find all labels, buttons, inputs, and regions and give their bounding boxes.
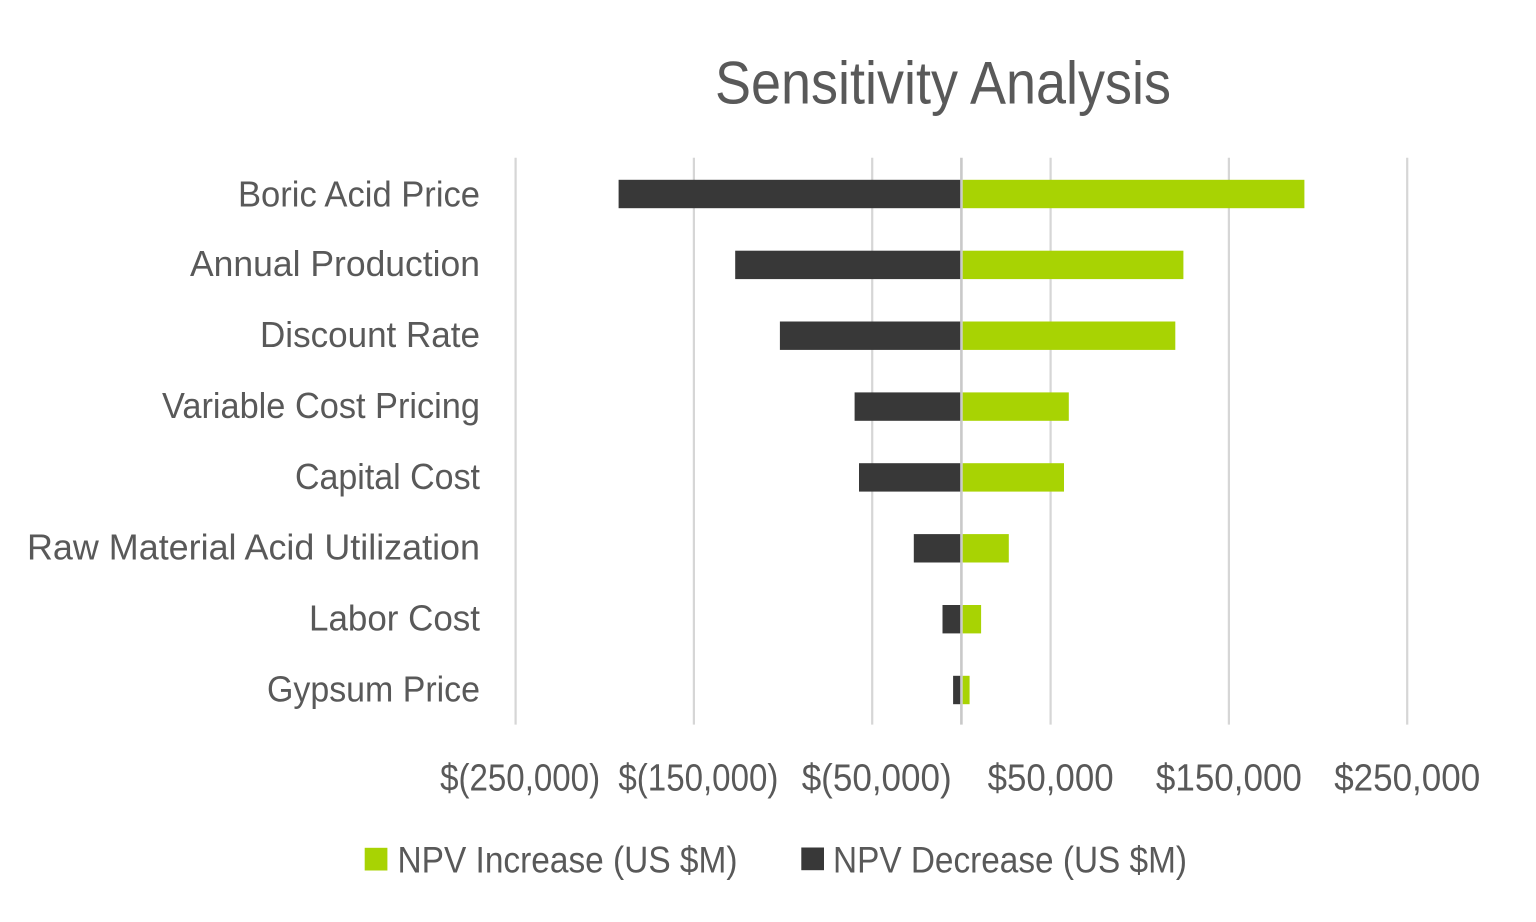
svg-text:Discount Rate: Discount Rate [260, 314, 480, 355]
svg-text:Sensitivity Analysis: Sensitivity Analysis [715, 50, 1171, 117]
svg-text:Gypsum Price: Gypsum Price [267, 668, 480, 709]
svg-text:NPV Decrease (US $M): NPV Decrease (US $M) [833, 840, 1187, 881]
svg-text:$250,000: $250,000 [1334, 758, 1480, 800]
svg-text:$(50,000): $(50,000) [802, 758, 952, 800]
svg-text:NPV Increase (US $M): NPV Increase (US $M) [398, 840, 738, 881]
svg-text:$50,000: $50,000 [988, 758, 1114, 800]
svg-text:Annual Production: Annual Production [190, 243, 480, 284]
svg-text:Boric Acid Price: Boric Acid Price [238, 173, 480, 214]
svg-text:Variable Cost Pricing: Variable Cost Pricing [162, 385, 480, 426]
svg-text:$(250,000): $(250,000) [440, 758, 600, 800]
svg-text:Labor Cost: Labor Cost [309, 598, 480, 639]
svg-text:Raw Material Acid Utilization: Raw Material Acid Utilization [27, 527, 480, 568]
svg-text:$150,000: $150,000 [1156, 758, 1302, 800]
svg-text:Capital Cost: Capital Cost [295, 456, 480, 497]
svg-text:$(150,000): $(150,000) [618, 758, 778, 800]
